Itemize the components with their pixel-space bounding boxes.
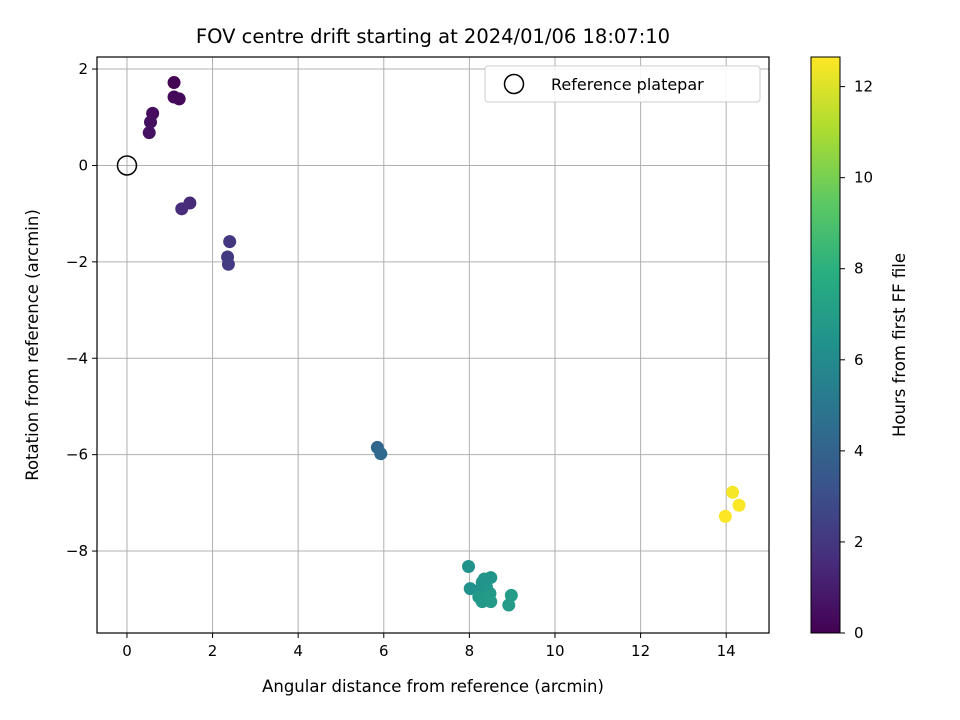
chart-title: FOV centre drift starting at 2024/01/06 … [196, 25, 670, 48]
x-tick-label: 4 [293, 642, 303, 660]
colorbar-tick-label: 6 [854, 351, 864, 369]
x-axis-label: Angular distance from reference (arcmin) [262, 677, 604, 696]
data-point [502, 598, 516, 612]
x-tick-label: 12 [631, 642, 650, 660]
data-point [142, 126, 156, 140]
y-tick-label: 2 [78, 60, 88, 78]
y-tick-label: −8 [66, 542, 88, 560]
legend-marker-icon [503, 73, 525, 95]
y-tick-label: −4 [66, 349, 88, 367]
colorbar-tick-label: 0 [854, 624, 864, 642]
x-tick-label: 14 [717, 642, 736, 660]
legend-entry-label: Reference platepar [551, 75, 704, 94]
data-point [175, 202, 189, 216]
data-point [484, 595, 498, 609]
x-tick-label: 8 [465, 642, 475, 660]
data-point [732, 498, 746, 512]
y-tick-label: 0 [78, 156, 88, 174]
x-axis-ticks: 0 2 4 6 8 10 12 14 [122, 633, 736, 660]
grid-lines [97, 57, 769, 633]
y-tick-label: −2 [66, 253, 88, 271]
data-point [221, 257, 235, 271]
legend-box [484, 65, 761, 103]
reference-platepar-marker [116, 155, 138, 176]
x-tick-label: 10 [545, 642, 564, 660]
x-tick-label: 6 [379, 642, 389, 660]
data-point [172, 92, 186, 106]
colorbar-tick-label: 4 [854, 442, 864, 460]
legend: Reference platepar [484, 65, 761, 103]
plot-frame [96, 56, 770, 634]
colorbar-label: Hours from first FF file [890, 253, 909, 437]
y-axis-label: Rotation from reference (arcmin) [23, 209, 42, 481]
colorbar [810, 56, 841, 634]
colorbar-tick-label: 2 [854, 533, 864, 551]
data-point [726, 485, 740, 499]
y-axis-ticks: 2 0 −2 −4 −6 −8 [66, 60, 97, 560]
data-point [462, 559, 476, 573]
data-point [144, 115, 158, 129]
colorbar-ticks: 0 2 4 6 8 10 12 [840, 78, 873, 642]
colorbar-tick-label: 10 [854, 169, 873, 187]
x-tick-label: 0 [122, 642, 132, 660]
data-point [463, 582, 477, 596]
data-point [223, 235, 237, 249]
colorbar-tick-label: 12 [854, 78, 873, 96]
data-point [167, 76, 181, 90]
data-point [374, 447, 388, 461]
data-point [718, 509, 732, 523]
data-points [142, 76, 746, 612]
colorbar-tick-label: 8 [854, 260, 864, 278]
x-tick-label: 2 [208, 642, 218, 660]
y-tick-label: −6 [66, 446, 88, 464]
